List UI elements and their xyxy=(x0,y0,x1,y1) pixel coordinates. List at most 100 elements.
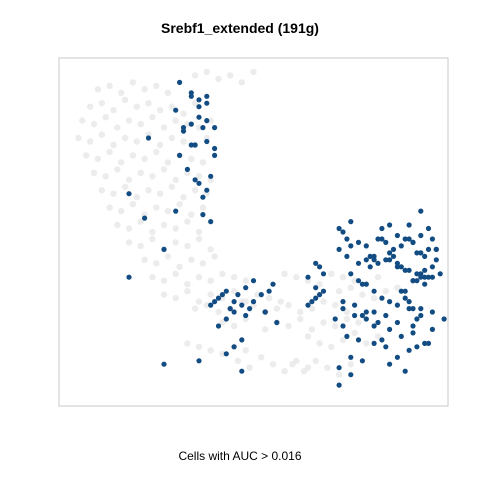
highlighted-cell-point xyxy=(309,299,315,305)
highlighted-cell-point xyxy=(363,257,369,263)
highlighted-cell-point xyxy=(383,312,389,319)
background-cell-point xyxy=(79,117,86,124)
highlighted-cell-point xyxy=(371,323,377,329)
background-cell-point xyxy=(180,194,187,201)
background-cell-point xyxy=(156,107,164,114)
highlighted-cell-point xyxy=(239,302,245,308)
background-cell-point xyxy=(149,235,156,243)
highlighted-cell-point xyxy=(161,246,167,252)
background-cell-point xyxy=(164,89,172,97)
highlighted-cell-point xyxy=(394,302,400,308)
background-cell-point xyxy=(370,294,378,302)
background-cell-point xyxy=(137,218,144,225)
background-cell-point xyxy=(156,141,164,149)
background-cell-point xyxy=(172,270,179,277)
highlighted-cell-point xyxy=(204,93,210,99)
background-cell-point xyxy=(343,308,351,316)
highlighted-cell-point xyxy=(429,236,435,242)
highlighted-cell-point xyxy=(344,333,350,339)
background-cell-point xyxy=(219,319,226,326)
highlighted-cell-point xyxy=(161,361,167,367)
highlighted-cell-point xyxy=(418,306,424,312)
background-cell-point xyxy=(184,218,191,225)
highlighted-cell-point xyxy=(208,219,214,225)
background-cell-point xyxy=(133,138,140,145)
background-cell-point xyxy=(172,294,179,302)
background-cell-point xyxy=(188,155,195,163)
highlighted-cell-point xyxy=(429,274,435,280)
background-cell-point xyxy=(304,364,312,371)
highlighted-cell-point xyxy=(208,302,214,308)
highlighted-cell-point xyxy=(398,288,404,294)
background-cell-point xyxy=(110,141,117,149)
highlighted-cell-point xyxy=(188,93,194,99)
background-cell-point xyxy=(118,159,125,166)
background-cell-point xyxy=(265,294,273,302)
background-cell-point xyxy=(102,114,109,121)
background-cell-point xyxy=(211,253,218,260)
background-cell-point xyxy=(207,347,214,354)
background-cell-point xyxy=(133,103,140,110)
background-cell-point xyxy=(316,281,323,288)
background-cell-point xyxy=(363,340,370,347)
highlighted-cell-point xyxy=(344,253,350,259)
highlighted-cell-point xyxy=(336,246,342,252)
highlighted-cell-point xyxy=(379,225,385,232)
background-cell-point xyxy=(332,322,339,330)
background-cell-point xyxy=(343,315,351,323)
background-cell-point xyxy=(75,134,82,142)
background-cell-point xyxy=(188,211,195,218)
background-cell-point xyxy=(145,100,152,107)
highlighted-cell-point xyxy=(196,180,202,186)
highlighted-cell-point xyxy=(371,309,377,315)
highlighted-cell-point xyxy=(239,368,245,374)
background-cell-point xyxy=(86,138,94,145)
highlighted-cell-point xyxy=(317,264,323,270)
highlighted-cell-point xyxy=(406,267,412,273)
highlighted-cell-point xyxy=(332,316,338,322)
background-cell-point xyxy=(203,68,210,76)
highlighted-cell-point xyxy=(352,312,358,319)
highlighted-cell-point xyxy=(196,97,202,103)
background-cell-point xyxy=(176,263,183,270)
background-cell-point xyxy=(324,364,331,371)
highlighted-cell-point xyxy=(348,354,354,360)
highlighted-cell-point xyxy=(418,232,424,239)
background-cell-point xyxy=(316,340,323,347)
highlighted-cell-point xyxy=(215,323,222,329)
highlighted-cell-point xyxy=(247,306,253,312)
background-cell-point xyxy=(203,301,210,309)
background-cell-point xyxy=(308,305,316,312)
highlighted-cell-point xyxy=(274,319,280,326)
highlighted-cell-point xyxy=(422,281,428,287)
background-cell-point xyxy=(339,274,347,281)
highlighted-cell-point xyxy=(305,302,311,308)
background-cell-point xyxy=(184,288,191,295)
highlighted-cell-point xyxy=(212,125,218,131)
highlighted-cell-point xyxy=(313,260,319,266)
highlighted-cell-point xyxy=(379,236,385,242)
highlighted-cell-point xyxy=(196,358,202,364)
highlighted-cell-point xyxy=(188,121,194,127)
background-cell-point xyxy=(285,301,292,309)
background-cell-point xyxy=(242,277,249,284)
background-cell-point xyxy=(277,298,284,305)
highlighted-cell-point xyxy=(398,333,404,339)
background-cell-point xyxy=(230,288,238,295)
highlighted-cell-point xyxy=(441,316,447,322)
highlighted-cell-point xyxy=(340,229,346,235)
highlighted-cell-point xyxy=(394,232,400,239)
highlighted-cell-point xyxy=(425,340,432,346)
background-cell-point xyxy=(176,201,183,208)
highlighted-cell-point xyxy=(180,128,187,134)
background-cell-point xyxy=(219,270,226,277)
background-cell-point xyxy=(168,103,175,110)
background-cell-point xyxy=(172,225,179,232)
background-cell-point xyxy=(320,298,327,305)
background-cell-point xyxy=(195,235,203,243)
background-cell-point xyxy=(121,134,129,142)
highlighted-cell-point xyxy=(266,288,272,294)
highlighted-cell-point xyxy=(355,278,362,284)
background-cell-point xyxy=(207,117,214,124)
background-cell-point xyxy=(83,152,90,159)
